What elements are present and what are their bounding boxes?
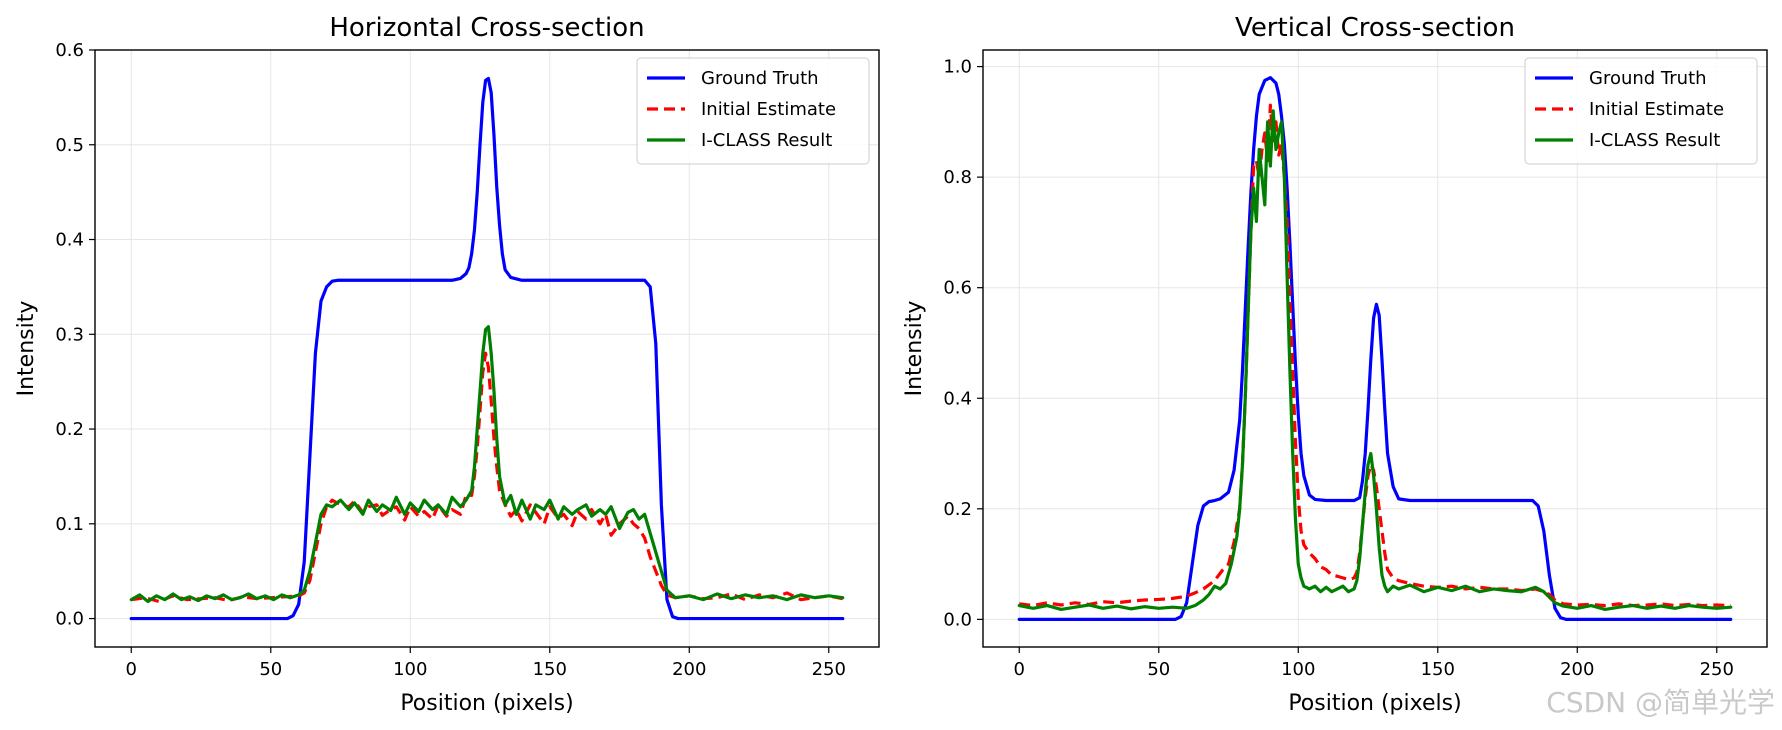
- series-group: [129, 76, 845, 621]
- legend: Ground Truth Initial Estimate I-CLASS Resu…: [636, 57, 870, 165]
- y-tick-label: 0.4: [943, 388, 972, 409]
- legend-box: [636, 57, 870, 165]
- y-tick-label: 0.0: [943, 609, 972, 630]
- legend-label: I-CLASS Result: [701, 130, 832, 151]
- x-axis-label: Position (pixels): [400, 691, 573, 716]
- x-tick-label: 50: [259, 659, 282, 680]
- chart-title: Vertical Cross-section: [1235, 13, 1515, 43]
- y-tick-label: 0.5: [55, 135, 84, 156]
- legend-label: Initial Estimate: [701, 99, 836, 120]
- legend: Ground Truth Initial Estimate I-CLASS Resu…: [1524, 57, 1758, 165]
- y-tick-label: 0.6: [943, 278, 972, 299]
- x-tick-label: 50: [1147, 659, 1170, 680]
- legend-label: Ground Truth: [1589, 68, 1707, 89]
- x-tick-label: 200: [672, 659, 706, 680]
- x-tick-label: 150: [533, 659, 567, 680]
- chart-2: 0 50 100 150 200 250 0.0 0.2 0.4 0.6 0.8 1.0 Vertica…: [902, 13, 1768, 716]
- series-line-ground-truth: [1017, 76, 1733, 621]
- plot-frame: [982, 49, 1768, 648]
- x-tick-label: 250: [1700, 659, 1734, 680]
- y-tick-label: 0.6: [55, 40, 84, 61]
- legend-label: Ground Truth: [701, 68, 819, 89]
- chart-1: 0 50 100 150 200 250 0.0 0.1 0.2 0.3 0.4 0.5 0.6 Hori…: [14, 13, 880, 716]
- series-line-initial-estimate: [1019, 103, 1731, 608]
- x-axis-label: Position (pixels): [1288, 691, 1461, 716]
- x-tick-label: 100: [1281, 659, 1315, 680]
- x-tick-label: 0: [1014, 659, 1025, 680]
- y-tick-label: 0.4: [55, 230, 84, 251]
- plot-frame: [94, 49, 880, 648]
- series-line-i-class-result: [129, 325, 845, 604]
- y-tick-label: 0.0: [55, 609, 84, 630]
- x-tick-label: 0: [126, 659, 137, 680]
- watermark: CSDN @简单光学: [1546, 686, 1775, 719]
- y-tick-label: 0.2: [943, 499, 972, 520]
- y-axis-label: Intensity: [14, 301, 39, 397]
- y-tick-label: 1.0: [943, 57, 972, 78]
- legend-label: I-CLASS Result: [1589, 130, 1720, 151]
- series-group: [1017, 76, 1733, 621]
- series-line-i-class-result: [1017, 109, 1733, 612]
- y-tick-label: 0.2: [55, 419, 84, 440]
- x-tick-label: 150: [1421, 659, 1455, 680]
- charts-root: 0 50 100 150 200 250 0.0 0.1 0.2 0.3 0.4 0.5 0.6 Hori…: [14, 13, 1768, 716]
- x-tick-label: 200: [1560, 659, 1594, 680]
- legend-label: Initial Estimate: [1589, 99, 1724, 120]
- y-tick-label: 0.8: [943, 167, 972, 188]
- y-tick-label: 0.1: [55, 514, 84, 535]
- chart-title: Horizontal Cross-section: [329, 13, 644, 43]
- y-axis-label: Intensity: [902, 301, 927, 397]
- y-tick-label: 0.3: [55, 324, 84, 345]
- series-line-initial-estimate: [131, 351, 844, 604]
- x-tick-label: 100: [393, 659, 427, 680]
- series-line-ground-truth: [129, 76, 845, 621]
- legend-box: [1524, 57, 1758, 165]
- x-tick-label: 250: [812, 659, 846, 680]
